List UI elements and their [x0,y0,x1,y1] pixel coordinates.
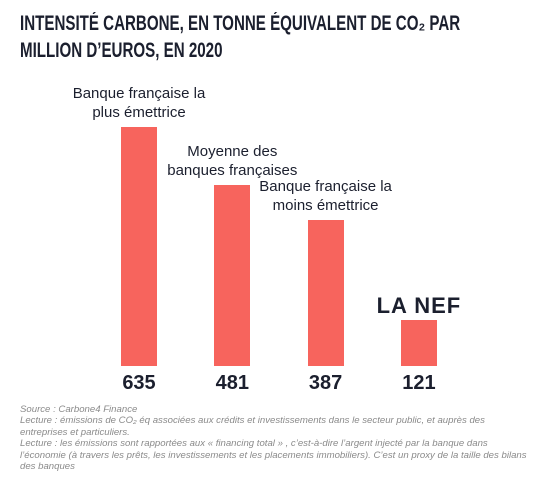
bar [121,127,157,366]
footnote-line: Lecture : émissions de CO₂ éq associées … [20,415,485,438]
footnote-line: Lecture : les émissions sont rapportées … [20,438,527,473]
category-logo: LA NEF [376,293,462,319]
chart-title: INTENSITÉ CARBONE, EN TONNE ÉQUIVALENT D… [20,12,461,62]
bar [214,184,251,366]
bar [400,320,437,366]
category-label: Moyenne des banques françaises [167,142,298,179]
footnotes: Source : Carbone4 Finance Lecture : émiss… [20,404,535,472]
plot-area: Banque française la plus émettrice 635 Moy… [72,85,462,394]
value-label: 121 [402,372,436,394]
category-label: Banque française la plus émettrice [72,85,206,121]
value-label: 387 [308,372,343,394]
value-label: 481 [215,372,249,394]
footnote-line: Source : Carbone4 Finance [20,404,138,415]
value-label: 635 [122,372,156,394]
bar [307,220,344,366]
category-label: Banque française la moins émettrice [259,178,392,215]
